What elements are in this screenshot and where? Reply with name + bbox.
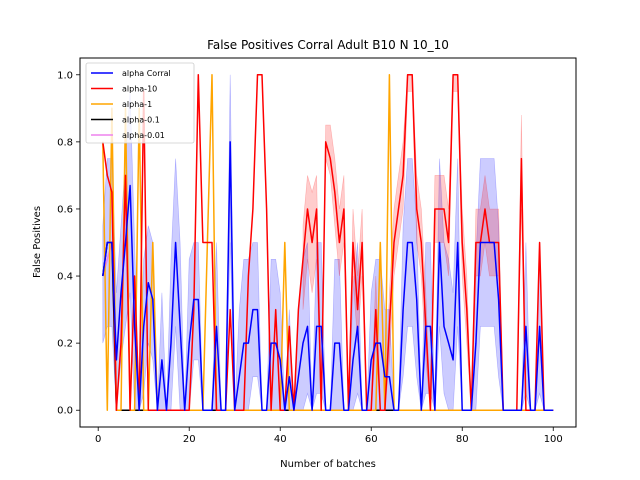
y-tick-label: 0.2	[57, 339, 73, 350]
plot-frame	[79, 57, 577, 428]
y-axis-ticks: 0.0 0.2 0.4 0.6 0.8 1.0	[57, 70, 80, 417]
legend-entry: alpha-1	[122, 100, 152, 109]
chart-title: False Positives Corral Adult B10 N 10_10	[207, 38, 449, 52]
legend-entry: alpha Corral	[122, 69, 171, 78]
x-tick-label: 100	[544, 434, 563, 445]
legend-entry: alpha-0.1	[122, 116, 160, 125]
y-axis-label: False Positives	[32, 206, 43, 278]
legend-box	[85, 62, 195, 144]
x-tick-label: 20	[183, 434, 196, 445]
y-tick-label: 0.4	[57, 272, 73, 283]
x-axis-ticks: 0 20 40 60 80 100	[95, 427, 563, 445]
series-line-alpha-corral	[102, 141, 554, 411]
legend-entry: alpha-10	[122, 85, 157, 94]
x-tick-label: 0	[95, 434, 101, 445]
y-tick-label: 0.0	[57, 406, 73, 417]
x-axis-label: Number of batches	[280, 459, 376, 470]
legend-entry: alpha-0.01	[122, 131, 165, 140]
x-tick-label: 80	[456, 434, 469, 445]
y-tick-label: 0.8	[57, 137, 73, 148]
y-tick-label: 1.0	[57, 70, 73, 81]
legend: alpha Corral alpha-10 alpha-1 alpha-0.1 alph…	[85, 62, 195, 144]
series-lines	[102, 74, 554, 411]
y-tick-label: 0.6	[57, 204, 73, 215]
x-tick-label: 60	[365, 434, 378, 445]
x-tick-label: 40	[274, 434, 287, 445]
series-line-alpha-10	[102, 74, 554, 411]
